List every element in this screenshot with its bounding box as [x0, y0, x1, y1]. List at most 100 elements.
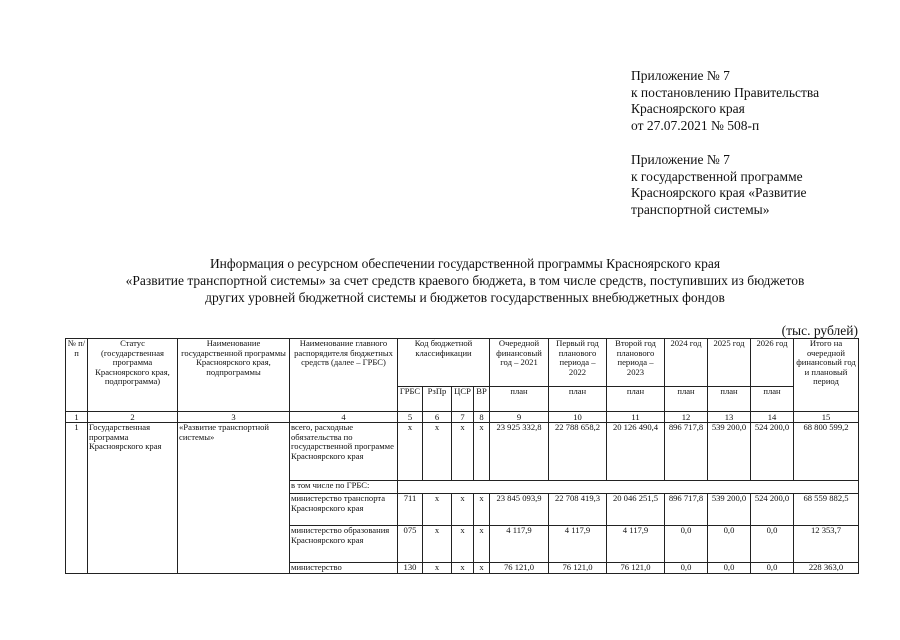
document-title: Информация о ресурсном обеспечении госуд…: [60, 255, 870, 306]
code-cell: 075: [397, 525, 423, 563]
column-number: 8: [473, 411, 490, 423]
appendix-line: транспортной системы»: [631, 201, 770, 217]
value-cell: 539 200,0: [707, 422, 751, 481]
column-number: 15: [793, 411, 859, 423]
table-row: министерство образования Красноярского к…: [66, 525, 859, 563]
column-number: 1: [65, 411, 88, 423]
value-cell: 0,0: [750, 562, 794, 574]
col-year: Очередной финансовый год – 2021: [489, 338, 549, 387]
table-row: министерство 130 х х х 76 121,0 76 121,0 76 121…: [66, 562, 859, 574]
col-year: 2026 год: [750, 338, 794, 387]
table-row: министерство транспорта Красноярского кр…: [66, 493, 859, 526]
column-number: 5: [397, 411, 423, 423]
value-cell: 12 353,7: [793, 525, 859, 563]
column-number: 3: [177, 411, 290, 423]
col-program: Наименование государственной программы К…: [177, 338, 290, 412]
plan-label: план: [489, 386, 549, 412]
column-number: 11: [606, 411, 665, 423]
column-number: 10: [548, 411, 607, 423]
col-year: 2024 год: [664, 338, 708, 387]
plan-label: план: [548, 386, 607, 412]
code-cell: х: [473, 562, 490, 574]
code-cell: 711: [397, 493, 423, 526]
col-code-grbs: ГРБС: [397, 386, 423, 412]
resource-table: № п/п Статус (государственная программа …: [65, 338, 859, 574]
plan-label: план: [664, 386, 708, 412]
appendix-line: к постановлению Правительства: [631, 84, 820, 100]
empty-cell: [397, 480, 859, 494]
title-line: «Развитие транспортной системы» за счет …: [125, 273, 805, 288]
code-cell: х: [422, 562, 452, 574]
appendix-line: от 27.07.2021 № 508-п: [631, 117, 760, 133]
column-number: 7: [451, 411, 474, 423]
value-cell: 76 121,0: [548, 562, 607, 574]
table-row: 1 Государственная программа Красноярског…: [65, 422, 859, 574]
value-cell: 524 200,0: [750, 493, 794, 526]
appendix-line: Приложение № 7: [631, 152, 730, 167]
value-cell: 23 925 332,8: [489, 422, 549, 481]
appendix-resolution: Приложение № 7 к постановлению Правитель…: [631, 68, 819, 134]
row-program: «Развитие транспортной системы»: [177, 422, 290, 574]
row-grbs-name: министерство транспорта Красноярского кр…: [289, 493, 398, 526]
row-grbs-name: всего, расходные обязательства по госуда…: [289, 422, 398, 481]
col-num: № п/п: [65, 338, 88, 412]
col-status: Статус (государственная программа Красно…: [87, 338, 178, 412]
column-number: 12: [664, 411, 708, 423]
appendix-line: Красноярского края «Развитие: [631, 185, 807, 200]
value-cell: 76 121,0: [606, 562, 665, 574]
value-cell: 896 717,8: [664, 422, 708, 481]
value-cell: 23 845 093,9: [489, 493, 549, 526]
plan-label: план: [750, 386, 794, 412]
value-cell: 4 117,9: [548, 525, 607, 563]
column-number: 13: [707, 411, 751, 423]
col-total: Итого на очередной финансовый год и план…: [793, 338, 859, 412]
plan-label: план: [707, 386, 751, 412]
appendix-program: Приложение № 7 к государственной програм…: [631, 152, 807, 218]
code-cell: х: [473, 525, 490, 563]
title-line: Информация о ресурсном обеспечении госуд…: [209, 256, 721, 271]
value-cell: 22 788 658,2: [548, 422, 607, 481]
units-label: (тыс. рублей): [781, 323, 858, 338]
col-year: Второй год планового периода – 2023: [606, 338, 665, 387]
code-cell: х: [422, 525, 452, 563]
code-cell: х: [422, 422, 452, 481]
code-cell: х: [473, 493, 490, 526]
title-line: других уровней бюджетной системы и бюдже…: [205, 290, 725, 305]
value-cell: 539 200,0: [707, 493, 751, 526]
value-cell: 0,0: [664, 525, 708, 563]
column-number: 14: [750, 411, 794, 423]
value-cell: 68 800 599,2: [793, 422, 859, 481]
column-number: 9: [489, 411, 549, 423]
value-cell: 22 708 419,3: [548, 493, 607, 526]
code-cell: х: [451, 525, 474, 563]
code-cell: х: [473, 422, 490, 481]
code-cell: х: [397, 422, 423, 481]
row-status: Государственная программа Красноярского …: [87, 422, 178, 574]
appendix-line: Красноярского края: [631, 101, 745, 116]
appendix-line: Приложение № 7: [631, 68, 730, 83]
value-cell: 4 117,9: [606, 525, 665, 563]
value-cell: 896 717,8: [664, 493, 708, 526]
col-grbs: Наименование главного распорядителя бюдж…: [289, 338, 398, 412]
col-code-csr: ЦСР: [451, 386, 474, 412]
column-numbers-row: 1 2 3 4 5 6 7 8 9 10 11 12 13 14 15: [65, 411, 859, 423]
value-cell: 0,0: [707, 525, 751, 563]
column-number: 4: [289, 411, 398, 423]
value-cell: 20 046 251,5: [606, 493, 665, 526]
code-cell: 130: [397, 562, 423, 574]
code-cell: х: [451, 562, 474, 574]
row-num: 1: [65, 422, 88, 574]
col-year: Первый год планового периода – 2022: [548, 338, 607, 387]
value-cell: 0,0: [750, 525, 794, 563]
incl-label: в том числе по ГРБС:: [289, 480, 398, 494]
code-cell: х: [451, 493, 474, 526]
code-cell: х: [422, 493, 452, 526]
value-cell: 76 121,0: [489, 562, 549, 574]
code-cell: х: [451, 422, 474, 481]
value-cell: 228 363,0: [793, 562, 859, 574]
row-grbs-name: министерство образования Красноярского к…: [289, 525, 398, 563]
value-cell: 68 559 882,5: [793, 493, 859, 526]
value-cell: 4 117,9: [489, 525, 549, 563]
col-year: 2025 год: [707, 338, 751, 387]
